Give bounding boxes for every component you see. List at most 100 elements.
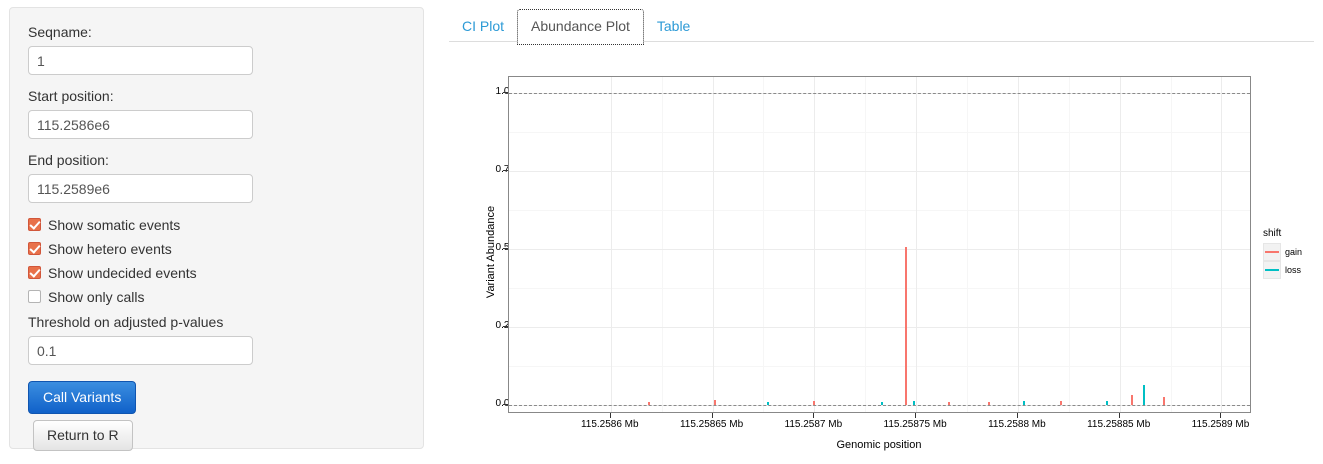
grid-line-minor-horizontal <box>509 209 1250 211</box>
grid-line-minor-vertical <box>1170 77 1172 412</box>
plot-panel <box>508 76 1251 413</box>
legend-item-gain[interactable]: gain <box>1263 243 1323 261</box>
data-spike-gain <box>813 401 816 405</box>
data-spike-gain <box>1059 401 1062 405</box>
grid-line-minor-vertical <box>1068 77 1070 412</box>
grid-line-horizontal <box>509 326 1250 328</box>
checkbox-checked-icon <box>28 218 41 231</box>
x-tick-mark <box>609 413 611 418</box>
tab-table[interactable]: Table <box>656 18 691 34</box>
grid-line-minor-horizontal <box>509 287 1250 289</box>
grid-line-minor-vertical <box>967 77 968 412</box>
x-axis-title: Genomic position <box>836 439 922 451</box>
x-tick-label: 115.2586 Mb <box>580 419 639 430</box>
x-tick-label: 115.2587 Mb <box>784 419 843 430</box>
y-tick-label: 0.75 <box>475 164 515 175</box>
y-tick-label: 0.00 <box>475 398 515 409</box>
y-tick-mark <box>503 247 508 249</box>
data-spike-gain <box>947 401 950 405</box>
x-tick-mark <box>915 413 917 418</box>
grid-line-vertical <box>610 77 612 412</box>
x-tick-mark <box>813 413 815 418</box>
end-position-input[interactable] <box>28 174 253 203</box>
x-tick-mark <box>1118 413 1120 418</box>
tab-ci-plot[interactable]: CI Plot <box>462 18 505 34</box>
data-spike-loss <box>913 400 916 405</box>
y-tick-label: 0.25 <box>475 320 515 331</box>
data-spike-gain <box>988 401 991 405</box>
data-spike-loss <box>880 401 883 405</box>
legend-key-loss <box>1263 261 1281 279</box>
start-position-input[interactable] <box>28 110 253 139</box>
reference-line <box>509 404 1250 406</box>
checkbox-label: Show somatic events <box>48 216 181 233</box>
grid-line-minor-vertical <box>661 77 663 412</box>
end-position-label: End position: <box>28 152 109 168</box>
checkbox-label: Show undecided events <box>48 264 197 281</box>
y-tick-label: 1.00 <box>475 86 515 97</box>
x-tick-label: 115.25885 Mb <box>1087 419 1151 430</box>
reference-line <box>509 92 1250 94</box>
data-spike-gain <box>1163 397 1166 405</box>
data-spike-loss <box>1023 401 1025 405</box>
checkbox-checked-icon <box>28 266 41 279</box>
grid-line-vertical <box>916 77 918 412</box>
start-position-label: Start position: <box>28 88 114 104</box>
tab-bar: CI Plot Abundance Plot Table <box>449 8 1314 45</box>
sidebar-panel: Seqname: Start position: End position: S… <box>9 7 424 451</box>
data-spike-loss <box>1143 384 1146 405</box>
grid-line-vertical <box>1221 77 1223 412</box>
checkbox-unchecked-icon <box>28 290 41 303</box>
grid-line-horizontal <box>509 248 1250 250</box>
grid-line-vertical <box>1017 77 1019 412</box>
grid-line-minor-horizontal <box>509 131 1250 133</box>
legend-key-gain <box>1263 243 1281 261</box>
data-spike-gain <box>713 400 716 405</box>
seqname-input[interactable] <box>28 46 253 75</box>
y-tick-label: 0.50 <box>475 242 515 253</box>
checkbox-show-hetero-events[interactable]: Show hetero events <box>28 240 405 257</box>
data-spike-loss <box>1106 400 1109 405</box>
y-tick-mark <box>503 403 508 405</box>
checkbox-show-only-calls[interactable]: Show only calls <box>28 288 405 305</box>
grid-line-vertical <box>814 77 816 412</box>
checkbox-show-undecided-events[interactable]: Show undecided events <box>28 264 405 281</box>
legend-line-loss <box>1265 269 1279 271</box>
grid-line-minor-horizontal <box>509 365 1250 367</box>
grid-line-vertical <box>712 77 714 412</box>
legend-label-gain: gain <box>1285 247 1303 257</box>
return-to-r-button[interactable]: Return to R <box>33 420 133 451</box>
grid-line-minor-vertical <box>763 77 765 412</box>
data-spike-gain <box>1130 395 1133 405</box>
tab-abundance-plot[interactable]: Abundance Plot <box>517 9 644 45</box>
threshold-label: Threshold on adjusted p-values <box>28 314 224 330</box>
data-spike-loss <box>766 401 769 405</box>
x-tick-mark <box>1220 413 1222 418</box>
checkbox-show-somatic-events[interactable]: Show somatic events <box>28 216 405 233</box>
x-tick-mark <box>711 413 713 418</box>
legend-label-loss: loss <box>1285 265 1302 275</box>
y-tick-mark <box>503 91 508 93</box>
threshold-input[interactable] <box>28 336 253 365</box>
x-tick-label: 115.25875 Mb <box>883 419 947 430</box>
legend: shift gain loss <box>1263 228 1323 279</box>
checkbox-checked-icon <box>28 242 41 255</box>
checkbox-label: Show only calls <box>48 288 145 305</box>
checkbox-label: Show hetero events <box>48 240 172 257</box>
legend-line-gain <box>1265 251 1279 253</box>
x-tick-label: 115.2588 Mb <box>988 419 1046 430</box>
grid-line-minor-vertical <box>865 77 867 412</box>
data-spike-gain <box>904 247 907 405</box>
x-tick-mark <box>1016 413 1018 418</box>
grid-line-vertical <box>1119 77 1121 412</box>
grid-line-horizontal <box>509 170 1250 172</box>
legend-item-loss[interactable]: loss <box>1263 261 1323 279</box>
seqname-label: Seqname: <box>28 24 92 40</box>
y-tick-mark <box>503 169 508 171</box>
abundance-plot: Variant Abundance Genomic position 0.000… <box>449 50 1319 460</box>
y-tick-mark <box>503 325 508 327</box>
data-spike-gain <box>648 401 651 405</box>
x-tick-label: 115.25865 Mb <box>679 419 744 430</box>
call-variants-button[interactable]: Call Variants <box>28 381 137 414</box>
